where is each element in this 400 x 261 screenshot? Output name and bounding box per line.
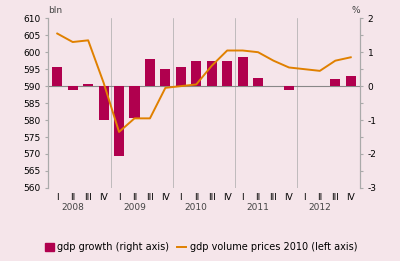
- Legend: gdp growth (right axis), gdp volume prices 2010 (left axis): gdp growth (right axis), gdp volume pric…: [41, 238, 361, 256]
- Bar: [52, 68, 62, 86]
- Bar: [114, 86, 124, 156]
- Bar: [222, 61, 232, 86]
- Bar: [284, 86, 294, 90]
- Bar: [130, 86, 140, 118]
- Bar: [176, 68, 186, 86]
- Bar: [238, 57, 248, 86]
- Text: 2008: 2008: [61, 203, 84, 212]
- Text: 2010: 2010: [185, 203, 208, 212]
- Bar: [145, 59, 155, 86]
- Text: 2012: 2012: [308, 203, 331, 212]
- Bar: [346, 76, 356, 86]
- Bar: [330, 79, 340, 86]
- Text: bln: bln: [48, 6, 62, 15]
- Bar: [83, 85, 93, 86]
- Bar: [253, 78, 263, 86]
- Text: 2009: 2009: [123, 203, 146, 212]
- Text: %: %: [351, 6, 360, 15]
- Text: 2011: 2011: [247, 203, 270, 212]
- Bar: [207, 61, 217, 86]
- Bar: [98, 86, 109, 120]
- Bar: [68, 86, 78, 90]
- Bar: [191, 61, 201, 86]
- Bar: [160, 69, 170, 86]
